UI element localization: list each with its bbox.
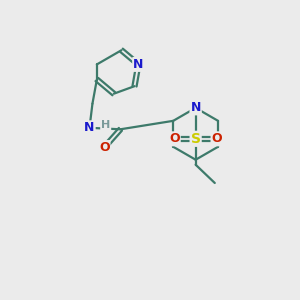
Text: S: S [190, 132, 201, 146]
Text: N: N [84, 121, 95, 134]
Text: H: H [101, 121, 110, 130]
Text: N: N [190, 101, 201, 114]
Text: N: N [133, 58, 144, 71]
Text: O: O [169, 132, 180, 145]
Text: O: O [212, 132, 222, 145]
Text: O: O [99, 141, 110, 154]
